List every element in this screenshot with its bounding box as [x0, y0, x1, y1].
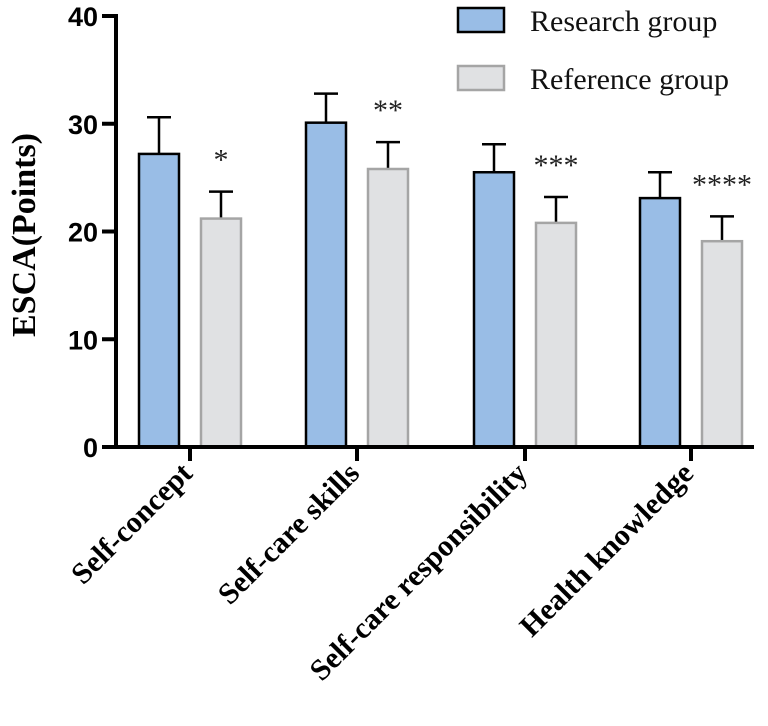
y-tick-label-0: 0 — [83, 433, 98, 463]
bars-layer — [137, 92, 744, 449]
bar-reference-3 — [700, 239, 744, 449]
legend: Research group Reference group — [456, 5, 729, 96]
legend-label-reference: Reference group — [530, 63, 729, 96]
significance-marker-1: ** — [373, 94, 403, 127]
significance-marker-3: **** — [692, 168, 752, 201]
y-tick-label-10: 10 — [68, 325, 98, 355]
y-tick-label-40: 40 — [68, 2, 98, 32]
y-axis-label: ESCA(Points) — [6, 133, 43, 337]
significance-marker-0: * — [214, 144, 229, 177]
x-tick-label-0: Self-concept — [65, 457, 199, 591]
legend-swatch-reference — [456, 64, 506, 92]
bar-reference-1 — [366, 167, 410, 449]
x-tick-label-3: Health knowledge — [513, 457, 700, 644]
legend-swatch-research — [456, 6, 506, 34]
bar-research-0 — [137, 152, 181, 449]
legend-label-research: Research group — [530, 5, 717, 38]
y-tick-label-20: 20 — [68, 218, 98, 248]
bar-reference-2 — [534, 221, 578, 449]
bar-research-3 — [638, 196, 682, 449]
y-tick-label-30: 30 — [68, 110, 98, 140]
significance-marker-2: *** — [534, 149, 579, 182]
bar-research-1 — [304, 121, 348, 449]
bar-research-2 — [472, 170, 516, 449]
bar-reference-0 — [199, 217, 243, 449]
x-tick-label-1: Self-care skills — [212, 457, 366, 611]
axes-layer — [102, 14, 754, 461]
